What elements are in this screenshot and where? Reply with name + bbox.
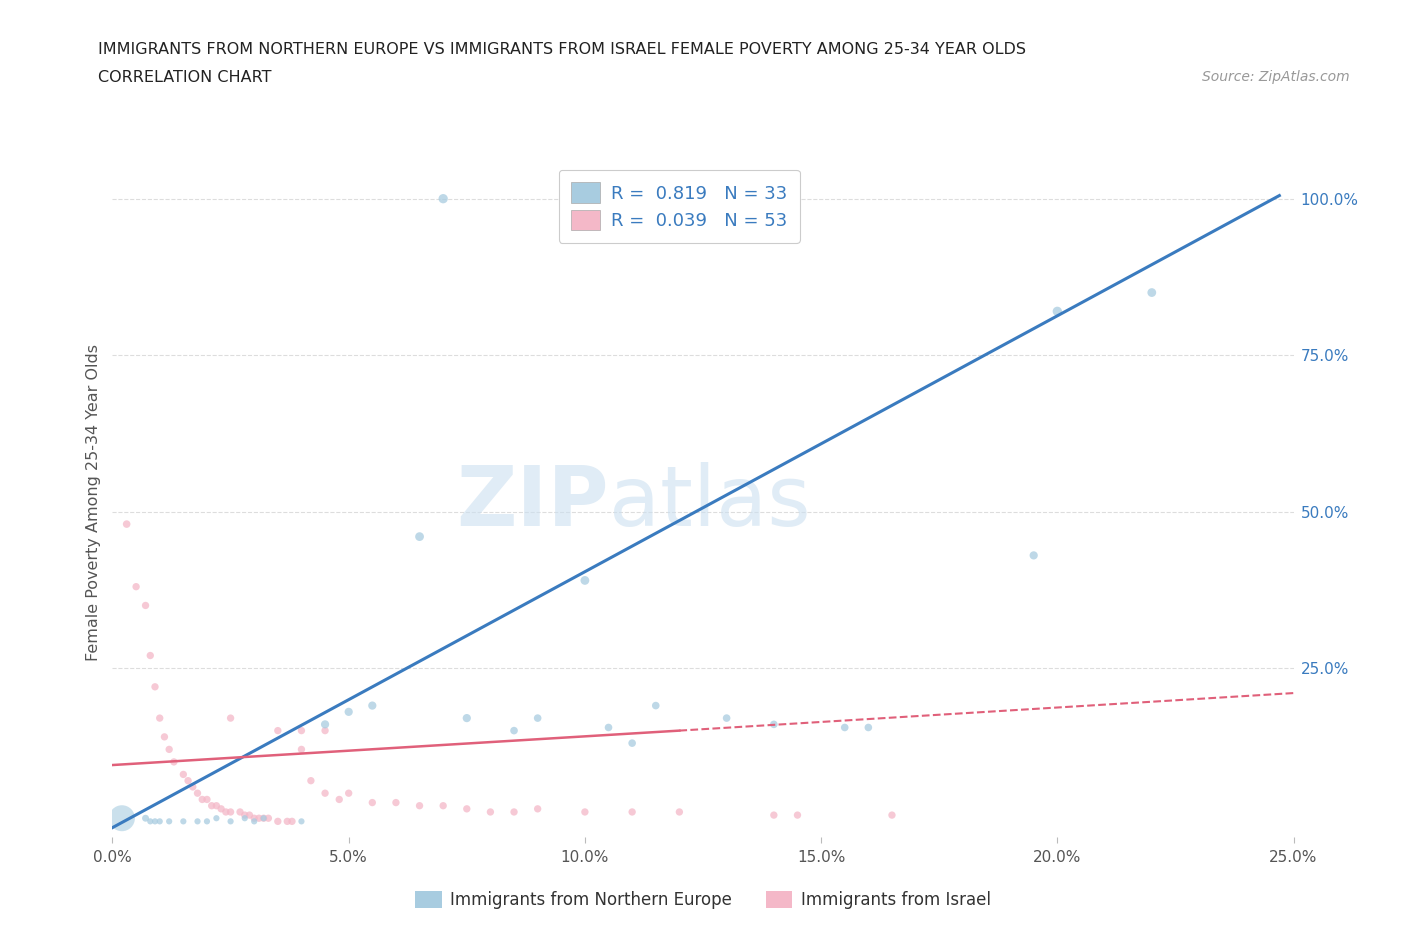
Point — [267, 814, 290, 829]
Point — [257, 811, 280, 826]
Point — [219, 804, 242, 819]
Point — [205, 811, 228, 826]
Point — [143, 680, 166, 695]
Point — [290, 814, 312, 829]
Point — [229, 804, 252, 819]
Point — [247, 811, 270, 826]
Point — [314, 786, 336, 801]
Point — [135, 598, 157, 613]
Point — [172, 767, 194, 782]
Point — [139, 814, 162, 829]
Point — [111, 811, 134, 826]
Point — [432, 192, 454, 206]
Point — [503, 804, 526, 819]
Legend: Immigrants from Northern Europe, Immigrants from Israel: Immigrants from Northern Europe, Immigra… — [409, 884, 997, 916]
Point — [243, 811, 266, 826]
Point — [149, 711, 172, 725]
Point — [125, 579, 148, 594]
Point — [786, 807, 808, 822]
Point — [880, 807, 903, 822]
Point — [238, 807, 260, 822]
Point — [337, 786, 360, 801]
Point — [157, 814, 180, 829]
Point — [858, 720, 880, 735]
Y-axis label: Female Poverty Among 25-34 Year Olds: Female Poverty Among 25-34 Year Olds — [86, 344, 101, 660]
Point — [149, 814, 172, 829]
Point — [621, 736, 644, 751]
Point — [479, 804, 502, 819]
Point — [195, 814, 218, 829]
Point — [195, 792, 218, 807]
Point — [716, 711, 738, 725]
Point — [186, 814, 208, 829]
Point — [526, 802, 548, 817]
Point — [135, 811, 157, 826]
Point — [253, 811, 276, 826]
Point — [157, 742, 180, 757]
Point — [456, 802, 478, 817]
Text: CORRELATION CHART: CORRELATION CHART — [98, 70, 271, 85]
Point — [267, 724, 290, 738]
Text: Source: ZipAtlas.com: Source: ZipAtlas.com — [1202, 70, 1350, 84]
Point — [644, 698, 666, 713]
Point — [186, 786, 208, 801]
Point — [205, 798, 228, 813]
Point — [361, 698, 384, 713]
Text: IMMIGRANTS FROM NORTHERN EUROPE VS IMMIGRANTS FROM ISRAEL FEMALE POVERTY AMONG 2: IMMIGRANTS FROM NORTHERN EUROPE VS IMMIG… — [98, 42, 1026, 57]
Point — [143, 814, 166, 829]
Point — [201, 798, 224, 813]
Point — [762, 807, 785, 822]
Point — [139, 648, 162, 663]
Point — [456, 711, 478, 725]
Point — [163, 754, 186, 769]
Point — [1046, 304, 1069, 319]
Point — [598, 720, 620, 735]
Point — [281, 814, 304, 829]
Point — [153, 729, 176, 744]
Point — [299, 773, 322, 788]
Point — [1022, 548, 1045, 563]
Point — [215, 804, 238, 819]
Point — [361, 795, 384, 810]
Point — [243, 814, 266, 829]
Point — [408, 529, 430, 544]
Point — [181, 779, 204, 794]
Point — [276, 814, 298, 829]
Text: atlas: atlas — [609, 461, 810, 543]
Point — [337, 704, 360, 719]
Point — [834, 720, 856, 735]
Point — [253, 811, 276, 826]
Point — [621, 804, 644, 819]
Point — [115, 517, 138, 532]
Point — [290, 742, 312, 757]
Text: ZIP: ZIP — [456, 461, 609, 543]
Point — [328, 792, 350, 807]
Point — [209, 802, 232, 817]
Point — [233, 811, 256, 826]
Point — [191, 792, 214, 807]
Point — [177, 773, 200, 788]
Point — [574, 804, 596, 819]
Point — [385, 795, 408, 810]
Point — [219, 814, 242, 829]
Point — [503, 724, 526, 738]
Point — [1140, 286, 1163, 300]
Point — [408, 798, 430, 813]
Point — [432, 798, 454, 813]
Point — [574, 573, 596, 588]
Point — [314, 717, 336, 732]
Point — [526, 711, 548, 725]
Point — [233, 807, 256, 822]
Point — [219, 711, 242, 725]
Point — [172, 814, 194, 829]
Point — [762, 717, 785, 732]
Point — [314, 724, 336, 738]
Point — [668, 804, 690, 819]
Point — [290, 724, 312, 738]
